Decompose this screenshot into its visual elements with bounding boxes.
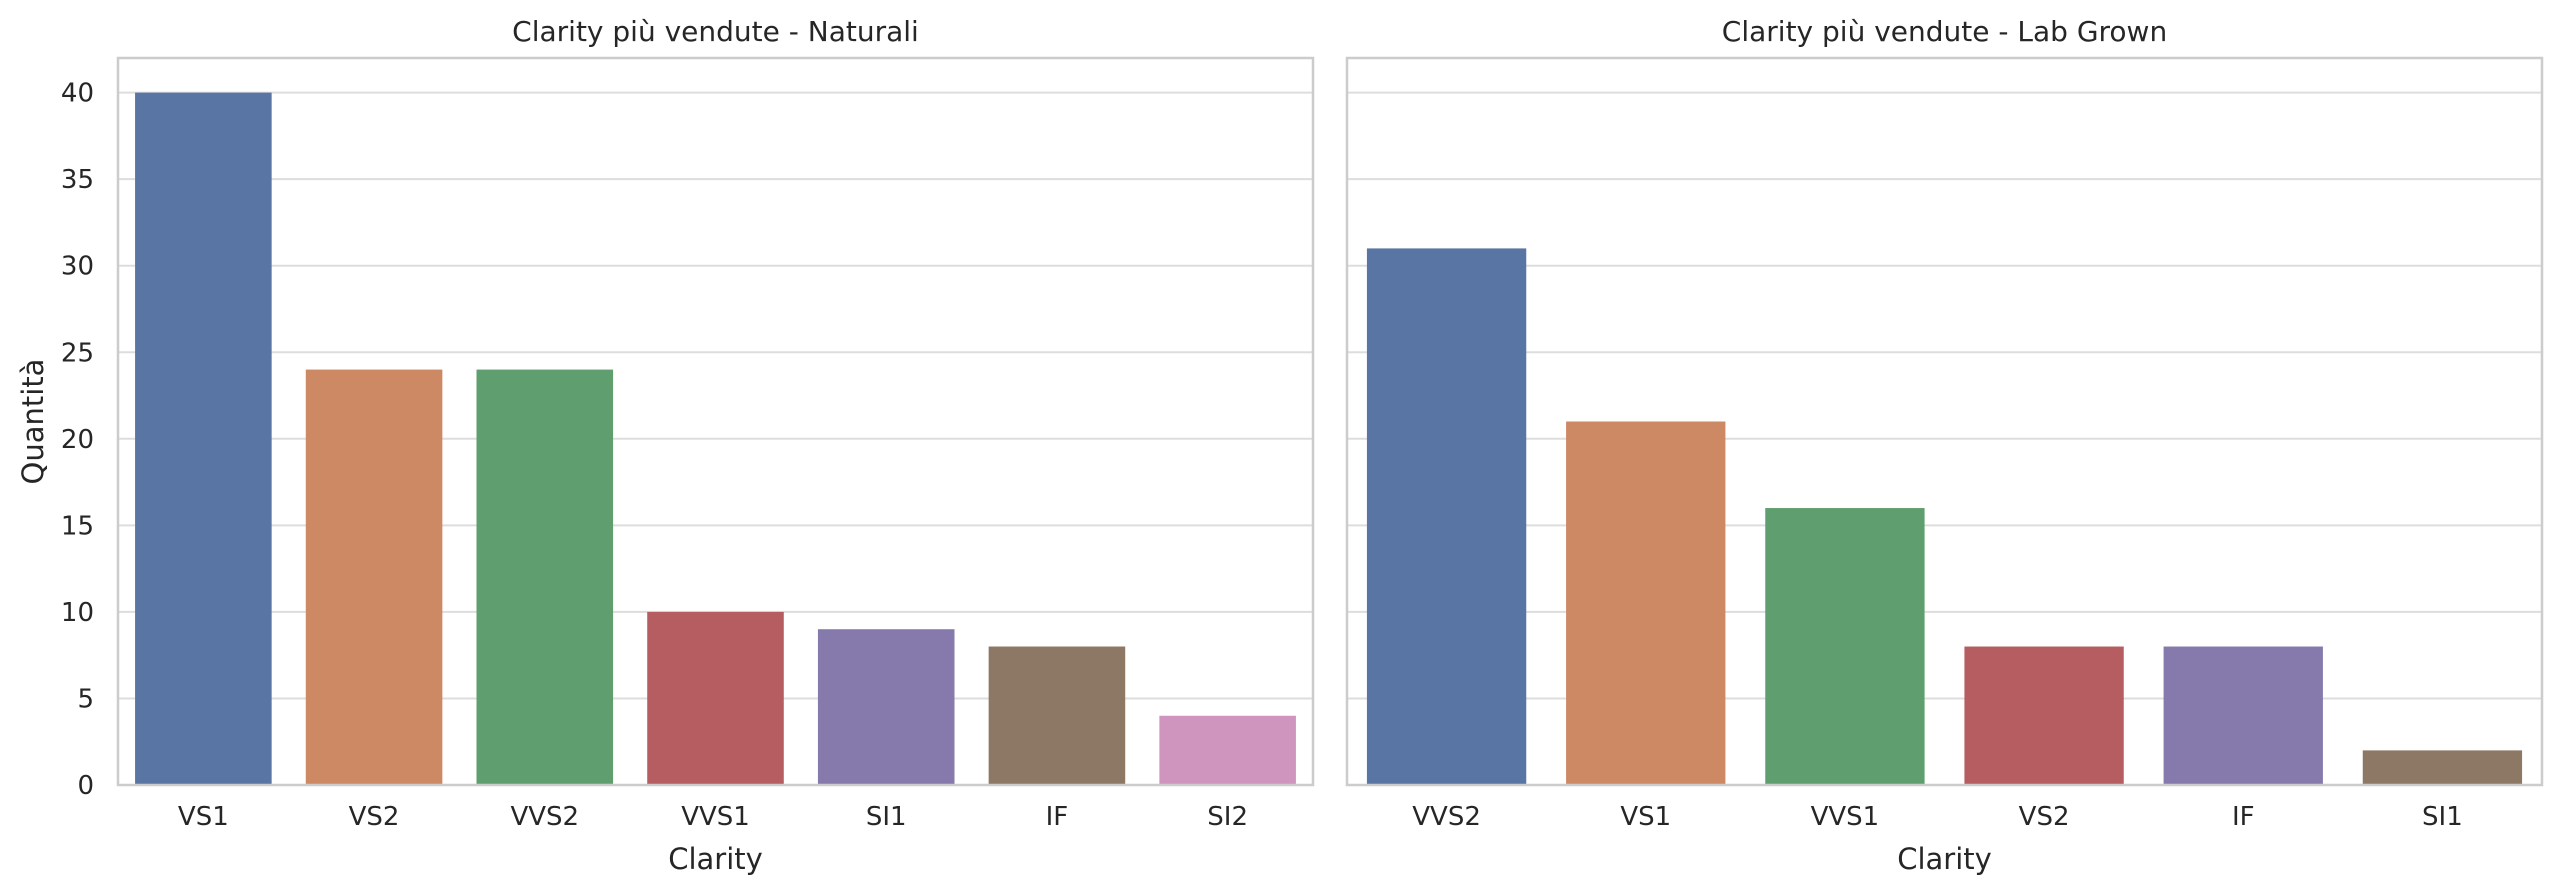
chart-panel-1: VS1 VS2 VVS2 VVS1 SI1 IF SI2 0 5 10 15 20 25 30 35 40 Cl…	[16, 15, 1315, 876]
x-tick-label: VS1	[178, 802, 229, 832]
y-tick-label: 40	[61, 79, 94, 109]
axes-frame	[116, 56, 1315, 787]
x-tick-label: VS2	[2019, 802, 2070, 832]
x-tick-label: SI2	[1207, 802, 1248, 832]
bar-vvs2	[1366, 248, 1527, 785]
x-tick-label: SI1	[866, 802, 907, 832]
bar-si1	[2362, 750, 2523, 785]
y-tick-label: 10	[61, 598, 94, 628]
chart-title: Clarity più vendute - Lab Grown	[1722, 15, 2167, 48]
bar-vvs1	[1765, 508, 1925, 785]
x-tick-label: VVS2	[1412, 802, 1481, 832]
y-tick-label: 0	[77, 771, 94, 801]
x-tick-label: IF	[1046, 802, 1069, 832]
x-tick-label: VS2	[349, 802, 400, 832]
axes-frame	[1345, 56, 2544, 787]
y-tick-label: 35	[61, 165, 94, 195]
x-tick-label: VS1	[1620, 802, 1671, 832]
x-tick-label: VVS1	[681, 802, 750, 832]
bar-vvs2	[476, 369, 614, 785]
x-tick-label: IF	[2232, 802, 2255, 832]
bar-vs2	[305, 369, 443, 785]
chart-title: Clarity più vendute - Naturali	[512, 15, 919, 48]
x-tick-label: VVS1	[1811, 802, 1880, 832]
x-tick-label: SI1	[2422, 802, 2463, 832]
y-axis-label: Quantità	[16, 359, 50, 485]
bar-vs1	[135, 92, 272, 786]
x-axis-label: Clarity	[668, 842, 763, 876]
bar-if	[2163, 646, 2323, 785]
y-tick-label: 25	[61, 338, 94, 368]
y-tick-label: 30	[61, 252, 94, 282]
y-tick-label: 20	[61, 425, 94, 455]
bar-vs1	[1566, 421, 1726, 785]
x-tick-label: VVS2	[510, 802, 579, 832]
bar-si2	[1159, 715, 1296, 785]
chart-panel-2: VVS2 VS1 VVS1 VS2 IF SI1 Clarity più vendute -…	[1345, 15, 2544, 876]
bar-si1	[817, 629, 955, 785]
bar-vs2	[1964, 646, 2124, 785]
bar-if	[988, 646, 1126, 785]
y-tick-label: 15	[61, 511, 94, 541]
y-tick-label: 5	[77, 684, 94, 714]
x-axis-label: Clarity	[1897, 842, 1992, 876]
bar-vvs1	[647, 611, 784, 785]
